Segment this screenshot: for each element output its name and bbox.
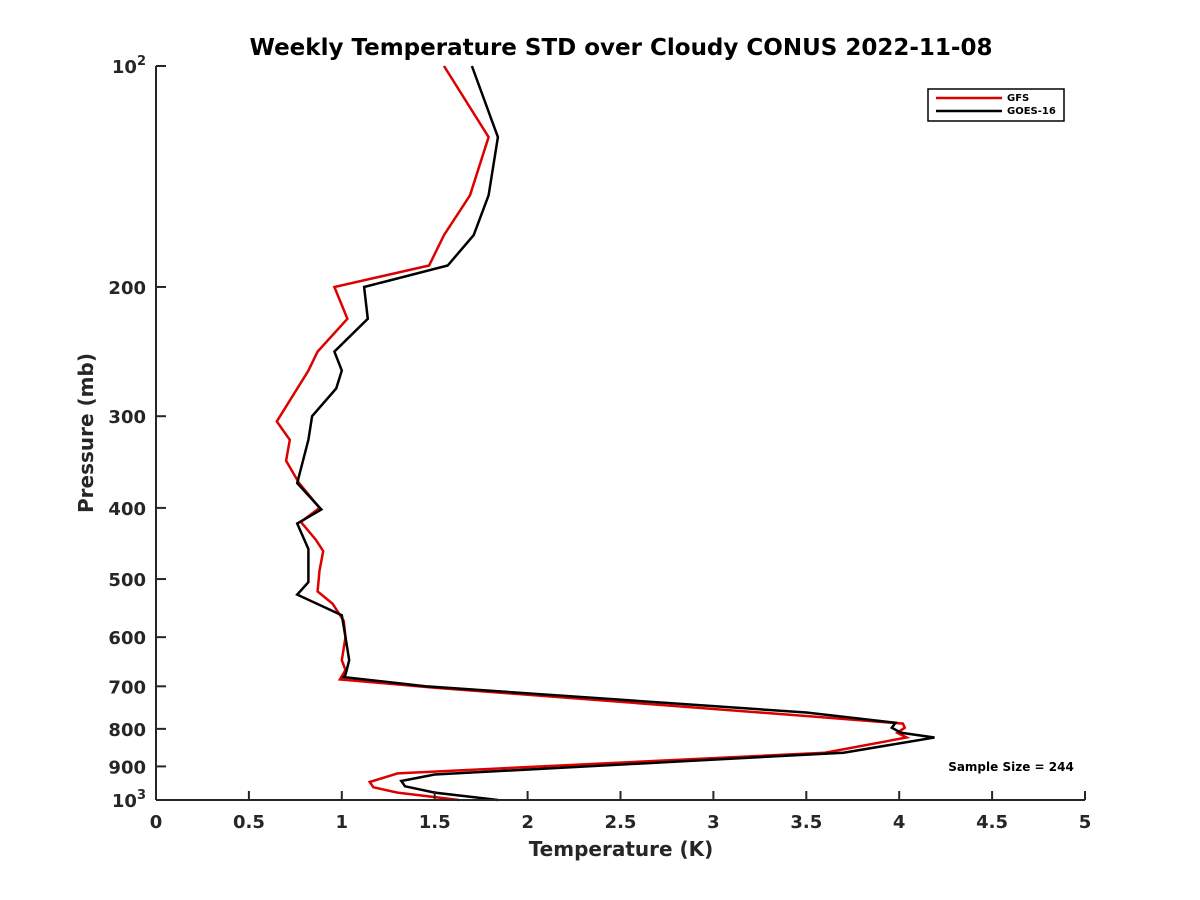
x-axis-label: Temperature (K) bbox=[529, 837, 714, 861]
x-tick-label: 3 bbox=[707, 812, 720, 833]
x-tick-label: 4.5 bbox=[976, 812, 1008, 833]
y-tick-label: 102 bbox=[112, 54, 146, 78]
legend: GFS GOES-16 bbox=[927, 88, 1065, 122]
x-tick-label: 4 bbox=[893, 812, 906, 833]
x-tick-label: 2 bbox=[521, 812, 534, 833]
y-tick-label: 500 bbox=[108, 570, 146, 591]
plot-area bbox=[275, 65, 935, 802]
sample-size-annotation: Sample Size = 244 bbox=[948, 760, 1074, 774]
y-tick-label: 300 bbox=[108, 407, 146, 428]
x-tick-label: 0 bbox=[150, 812, 163, 833]
legend-label-goes16: GOES-16 bbox=[1007, 106, 1056, 117]
x-tick-label: 1 bbox=[336, 812, 349, 833]
series-line-gfs bbox=[275, 65, 911, 802]
x-tick-label: 3.5 bbox=[790, 812, 822, 833]
x-axis-ticks: 0 0.5 1 1.5 2 2.5 3 3.5 4 4.5 5 bbox=[150, 791, 1092, 833]
y-tick-label: 400 bbox=[108, 499, 146, 520]
x-tick-label: 1.5 bbox=[419, 812, 451, 833]
x-tick-label: 2.5 bbox=[605, 812, 637, 833]
y-tick-label: 700 bbox=[108, 677, 146, 698]
y-tick-label: 900 bbox=[108, 757, 146, 778]
legend-box bbox=[927, 88, 1065, 122]
x-tick-label: 5 bbox=[1079, 812, 1092, 833]
series-line-goes16 bbox=[295, 65, 935, 802]
y-tick-label: 103 bbox=[112, 788, 146, 812]
y-axis-ticks: 102 200 300 400 500 600 700 800 900 103 bbox=[108, 54, 166, 812]
x-tick-label: 0.5 bbox=[233, 812, 265, 833]
chart-title: Weekly Temperature STD over Cloudy CONUS… bbox=[250, 35, 993, 61]
y-tick-label: 200 bbox=[108, 278, 146, 299]
legend-label-gfs: GFS bbox=[1007, 93, 1029, 104]
y-tick-label: 800 bbox=[108, 720, 146, 741]
y-axis-label: Pressure (mb) bbox=[74, 353, 98, 513]
y-tick-label: 600 bbox=[108, 628, 146, 649]
